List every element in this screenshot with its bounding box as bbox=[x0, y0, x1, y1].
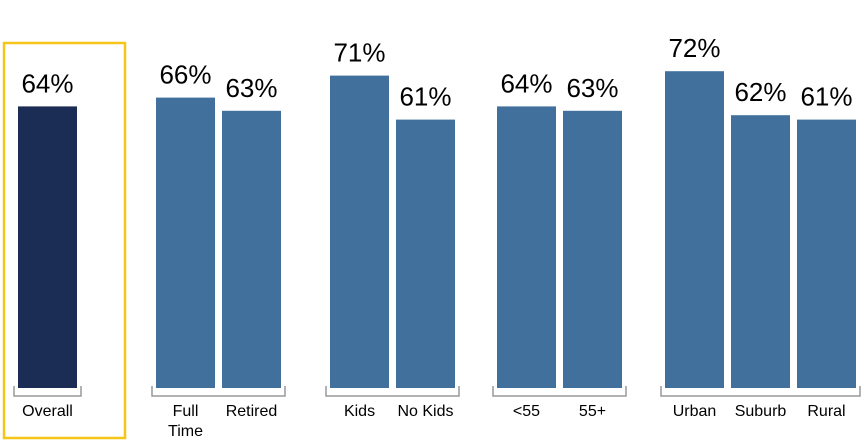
category-label-5: No Kids bbox=[397, 403, 453, 420]
value-label-9: 62% bbox=[734, 77, 786, 107]
value-label-4: 71% bbox=[333, 38, 385, 68]
group-bracket-5 bbox=[660, 386, 861, 397]
value-label-8: 72% bbox=[668, 33, 720, 63]
bars-layer bbox=[18, 71, 856, 389]
category-label-3: Retired bbox=[226, 403, 278, 420]
value-label-2: 66% bbox=[159, 60, 211, 90]
value-label-5: 61% bbox=[399, 82, 451, 112]
group-bracket-1 bbox=[13, 386, 82, 397]
category-label-8: Urban bbox=[673, 403, 717, 420]
category-label-9: Suburb bbox=[735, 403, 787, 420]
category-label-6: <55 bbox=[513, 403, 540, 420]
bar-3 bbox=[222, 110, 281, 389]
value-label-3: 63% bbox=[225, 73, 277, 103]
bar-8 bbox=[665, 71, 724, 388]
value-label-7: 63% bbox=[566, 73, 618, 103]
group-bracket-2 bbox=[151, 386, 286, 397]
value-label-10: 61% bbox=[800, 82, 852, 112]
category-label-2: Full Time bbox=[168, 403, 203, 440]
bar-4 bbox=[330, 75, 389, 388]
bar-5 bbox=[396, 119, 455, 388]
bar-10 bbox=[797, 119, 856, 388]
bar-2 bbox=[156, 97, 215, 388]
bar-6 bbox=[497, 106, 556, 389]
labels-layer: 64% Overall 66% Full Time 63% Retired 71% Kids 61… bbox=[21, 33, 852, 440]
category-label-1: Overall bbox=[22, 403, 73, 420]
group-bracket-4 bbox=[492, 386, 627, 397]
category-label-7: 55+ bbox=[579, 403, 606, 420]
overall-highlight-box bbox=[2, 41, 127, 440]
group-bracket-3 bbox=[325, 386, 460, 397]
category-label-10: Rural bbox=[807, 403, 845, 420]
bar-9 bbox=[731, 115, 790, 388]
bar-1 bbox=[18, 106, 77, 389]
highlight-layer bbox=[2, 41, 127, 440]
value-label-6: 64% bbox=[500, 68, 552, 98]
brackets-layer bbox=[13, 386, 861, 397]
category-label-4: Kids bbox=[344, 403, 375, 420]
bar-7 bbox=[563, 110, 622, 389]
value-label-1: 64% bbox=[21, 68, 73, 98]
